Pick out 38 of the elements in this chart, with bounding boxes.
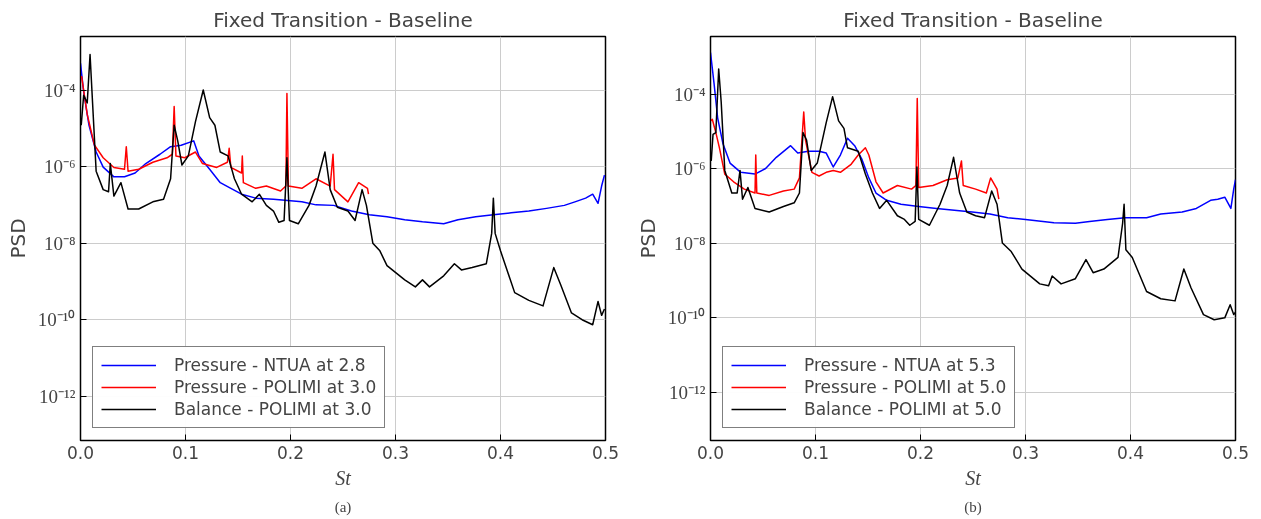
legend-label: Pressure - NTUA at 2.8 <box>174 355 366 375</box>
y-axis-title: PSD <box>635 218 660 259</box>
x-axis-title: St <box>965 466 982 489</box>
x-tick-label: 0.0 <box>66 442 95 463</box>
x-tick-label: 0.3 <box>381 442 410 463</box>
x-tick-label: 0.2 <box>906 442 935 463</box>
line-series <box>710 97 1000 200</box>
legend-label: Balance - POLIMI at 3.0 <box>174 399 372 419</box>
text: (b) <box>964 498 982 516</box>
y-tick-label: 10⁻¹⁰ <box>667 307 706 329</box>
x-tick-label: 0.0 <box>696 442 725 463</box>
legend-label: Balance - POLIMI at 5.0 <box>804 399 1002 419</box>
line-series <box>80 75 370 203</box>
y-tick-label: 10⁻¹² <box>669 381 706 403</box>
x-axis-title: St <box>335 466 352 489</box>
text: (a) <box>334 498 352 516</box>
x-tick-label: 0.2 <box>276 442 305 463</box>
y-tick-label: 10⁻⁴ <box>43 79 76 101</box>
y-tick-label: 10⁻⁶ <box>43 156 76 178</box>
y-tick-label: 10⁻⁴ <box>673 83 706 105</box>
legend-label: Pressure - NTUA at 5.3 <box>804 355 996 375</box>
legend-label: Pressure - POLIMI at 5.0 <box>804 377 1007 397</box>
x-tick-label: 0.3 <box>1011 442 1040 463</box>
y-axis-title: PSD <box>5 218 30 259</box>
x-tick-label: 0.1 <box>171 442 200 463</box>
y-tick-label: 10⁻⁶ <box>673 158 706 180</box>
chart-title: Fixed Transition - Baseline <box>843 7 1103 32</box>
y-tick-label: 10⁻¹² <box>39 385 76 407</box>
chart-title: Fixed Transition - Baseline <box>213 7 473 32</box>
x-tick-label: 0.5 <box>1221 442 1250 463</box>
legend-label: Pressure - POLIMI at 3.0 <box>174 377 377 397</box>
x-tick-label: 0.4 <box>1116 442 1145 463</box>
y-tick-label: 10⁻⁸ <box>673 232 706 254</box>
y-tick-label: 10⁻⁸ <box>43 232 76 254</box>
x-tick-label: 0.1 <box>801 442 830 463</box>
x-tick-label: 0.4 <box>486 442 515 463</box>
x-tick-label: 0.5 <box>591 442 620 463</box>
y-tick-label: 10⁻¹⁰ <box>37 309 76 331</box>
